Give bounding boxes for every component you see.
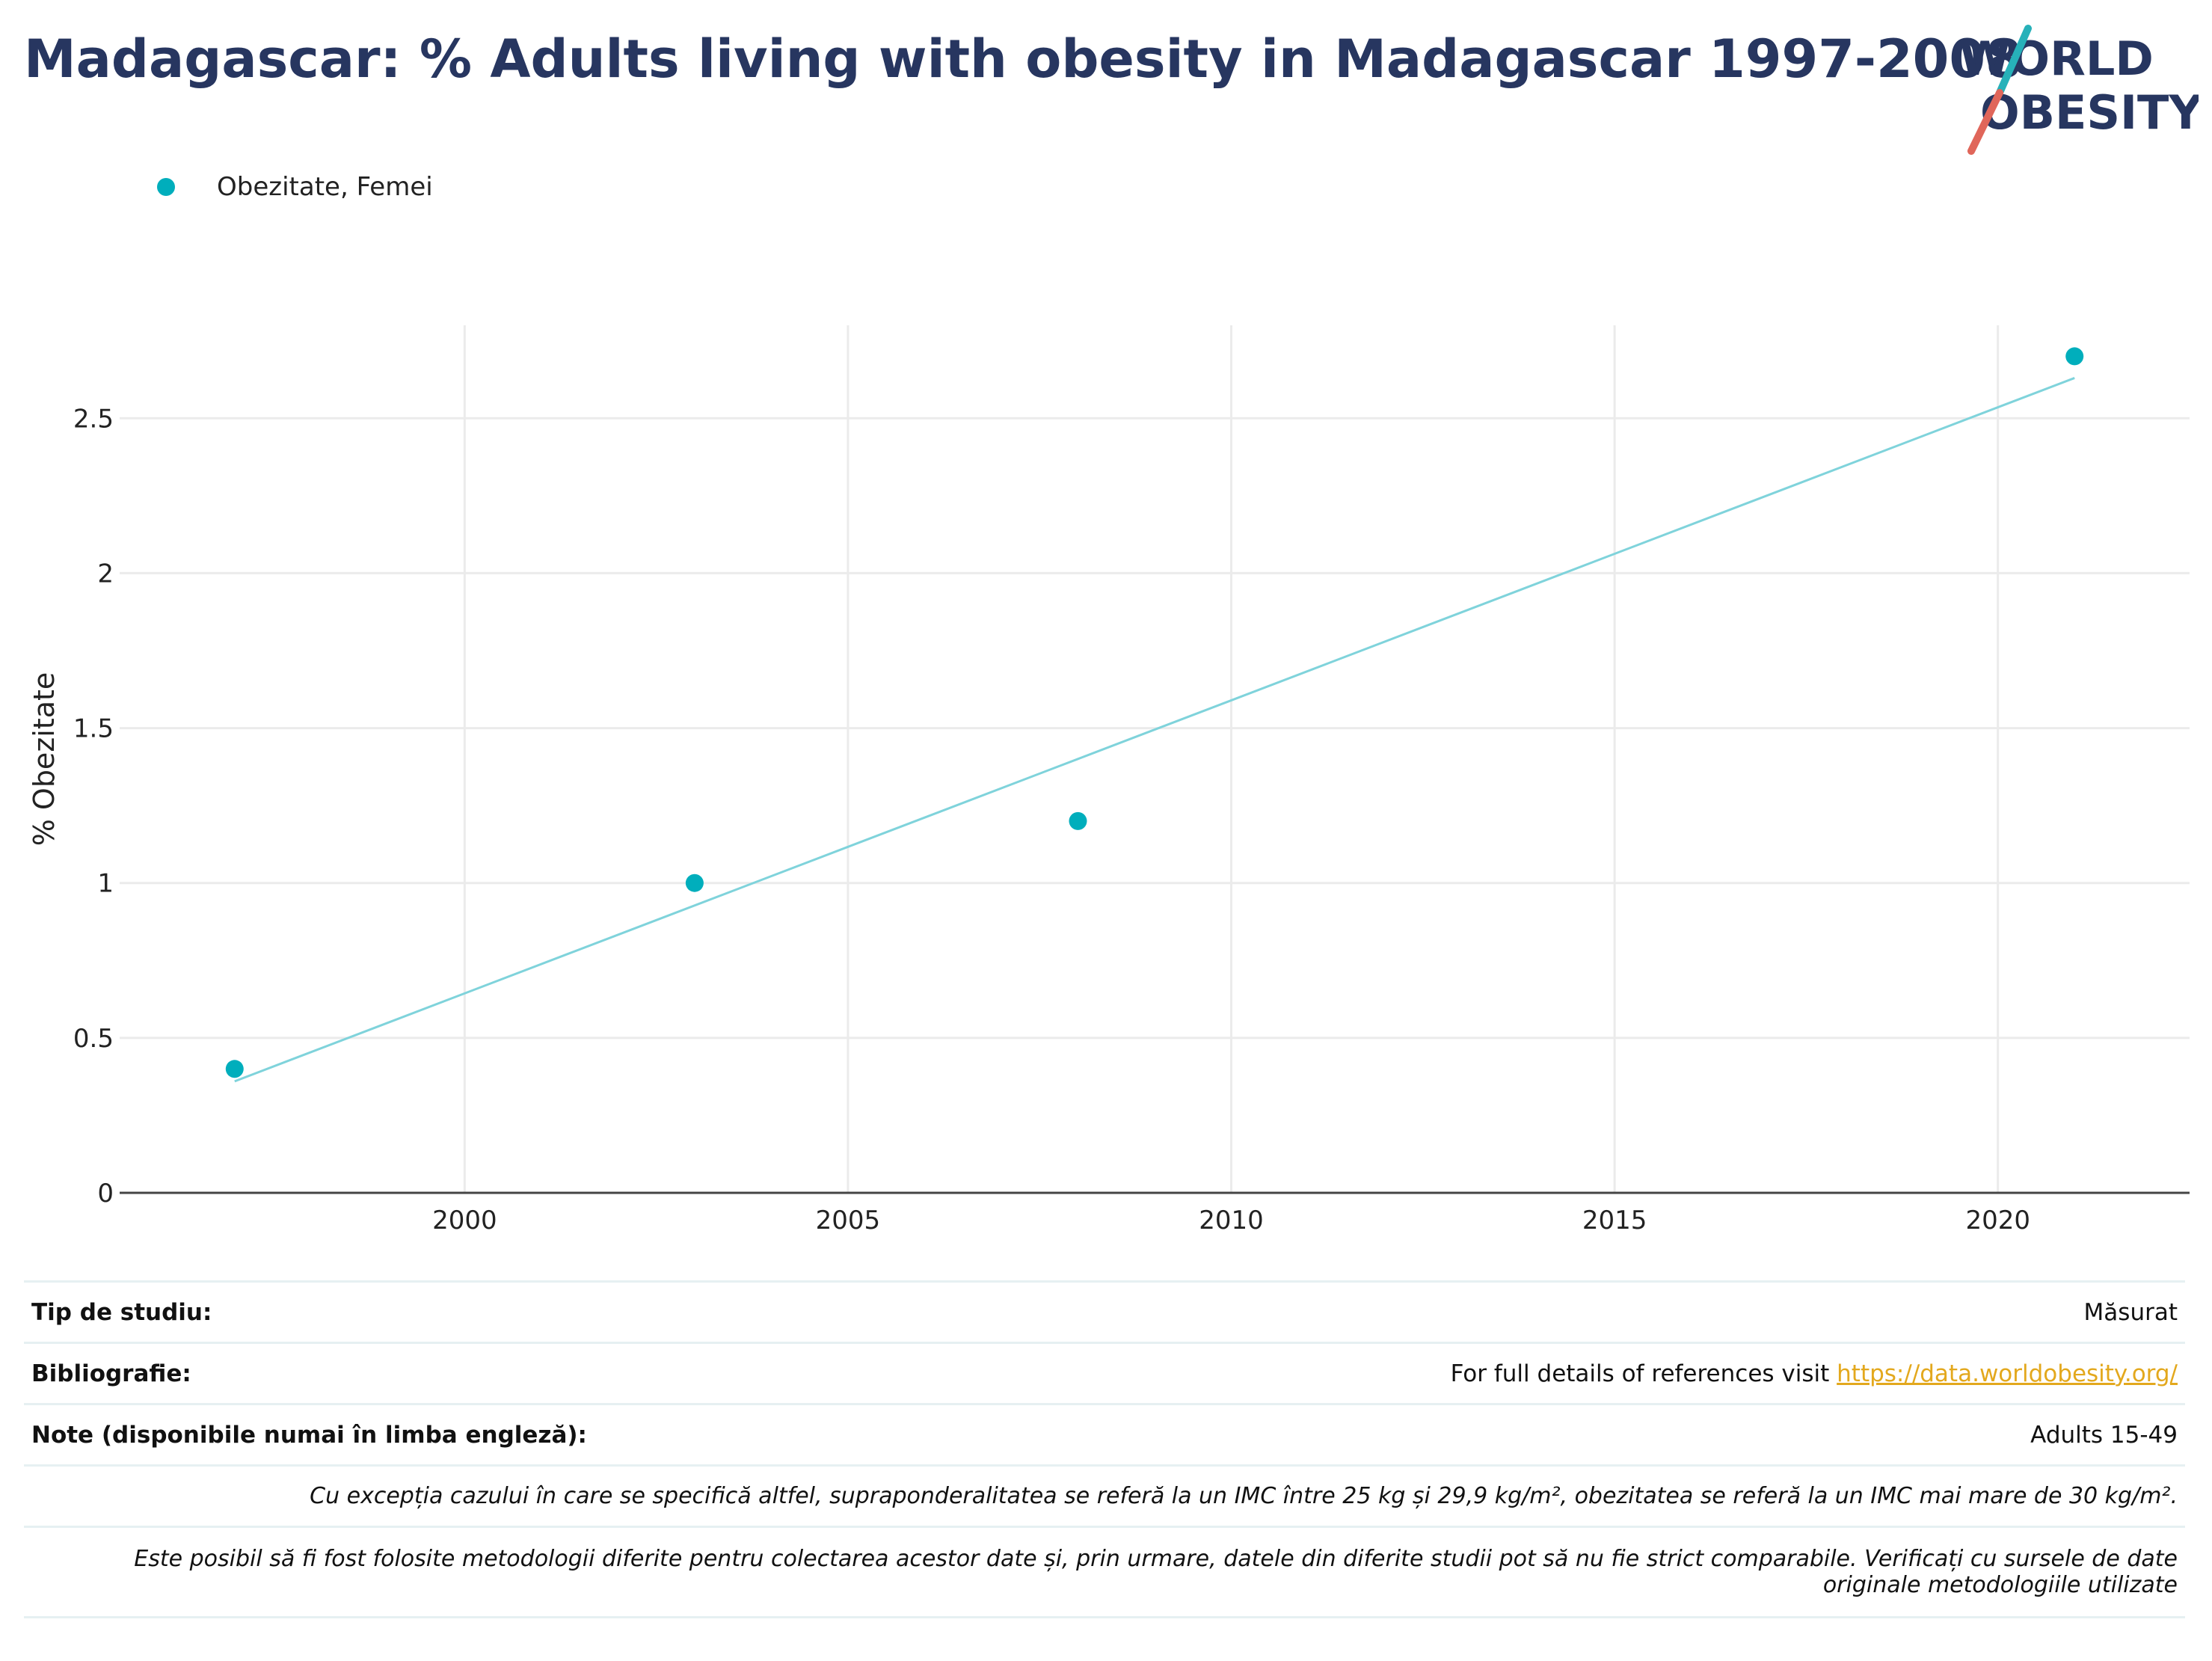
trendline: [234, 377, 2075, 1083]
x-tick-label: 2020: [1965, 1206, 2030, 1235]
bibliography-text: For full details of references visit: [1450, 1360, 1837, 1387]
x-tick-label: 2010: [1199, 1206, 1264, 1235]
y-tick-label: 2: [97, 559, 114, 589]
x-tick-label: 2015: [1582, 1206, 1647, 1235]
disclaimer-text-2: Este posibil să fi fost folosite metodol…: [134, 1546, 2178, 1598]
data-point: [2065, 347, 2084, 366]
bibliography-link[interactable]: https://data.worldobesity.org/: [1837, 1360, 2178, 1387]
data-point: [685, 874, 704, 892]
bibliography-value: For full details of references visit htt…: [1451, 1360, 2178, 1387]
bibliography-label: Bibliografie:: [31, 1360, 191, 1387]
x-tick-label: 2005: [816, 1206, 881, 1235]
study-type-value: Măsurat: [2083, 1298, 2178, 1326]
y-tick-label: 1.5: [73, 714, 114, 744]
y-tick-label: 0.5: [73, 1024, 114, 1054]
scatter-chart: 2000 2005 2010 2015 2020 0 0.5 1 1.5 2 2.5 % Obezit…: [28, 325, 2190, 1235]
disclaimer-text-1: Cu excepția cazului în care se specifică…: [310, 1483, 2178, 1509]
x-tick-label: 2000: [432, 1206, 497, 1235]
footer-row-study-type: Tip de studiu: Măsurat: [24, 1280, 2185, 1342]
logo-line-1: WORLD: [1959, 31, 2154, 86]
footer-row-disclaimer-2: Este posibil să fi fost folosite metodol…: [24, 1526, 2185, 1618]
page-title: Madagascar: % Adults living with obesity…: [24, 28, 2022, 90]
logo-slash-top: [1996, 25, 2032, 96]
study-type-label: Tip de studiu:: [31, 1298, 212, 1326]
notes-value: Adults 15-49: [2030, 1421, 2178, 1449]
world-obesity-logo: WORLD OBESITY: [1959, 25, 2199, 155]
logo-slash-bottom: [1967, 89, 2003, 155]
logo-line-2: OBESITY: [1980, 85, 2199, 140]
notes-label: Note (disponibile numai în limba engleză…: [31, 1421, 587, 1449]
data-point: [225, 1060, 244, 1078]
footer-row-notes: Note (disponibile numai în limba engleză…: [24, 1403, 2185, 1464]
footer-row-disclaimer-1: Cu excepția cazului în care se specifică…: [24, 1464, 2185, 1526]
y-tick-label: 0: [97, 1179, 114, 1209]
chart-legend[interactable]: Obezitate, Femei: [157, 171, 433, 203]
y-tick-label: 1: [97, 869, 114, 899]
y-axis-title: % Obezitate: [28, 672, 61, 847]
data-point: [1069, 811, 1087, 830]
footer-row-bibliography: Bibliografie: For full details of refere…: [24, 1342, 2185, 1403]
chart-footer: Tip de studiu: Măsurat Bibliografie: For…: [24, 1280, 2185, 1618]
y-tick-label: 2.5: [73, 404, 114, 434]
legend-marker-dot: [157, 178, 175, 196]
legend-label-series: Obezitate, Femei: [217, 172, 433, 202]
